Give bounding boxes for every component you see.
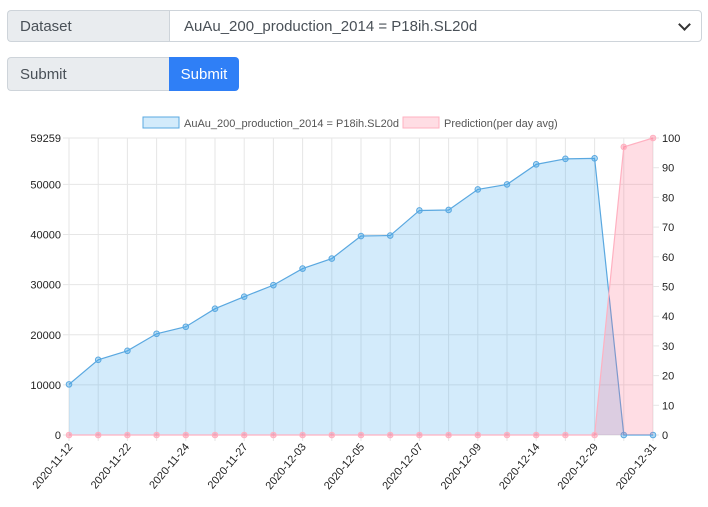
data-point	[649, 134, 657, 142]
y-right-tick-label: 10	[662, 400, 674, 412]
data-point	[94, 356, 102, 364]
data-point	[474, 431, 482, 439]
series-area	[69, 158, 653, 435]
y-left-tick-label: 10000	[30, 380, 61, 392]
x-tick-label: 2020-12-14	[497, 441, 542, 492]
x-tick-label: 2020-11-12	[30, 441, 75, 491]
data-point	[124, 431, 131, 439]
y-left-tick-label: 59259	[30, 133, 61, 145]
x-tick-label: 2020-11-24	[147, 441, 192, 491]
y-right-tick-label: 60	[662, 252, 674, 264]
data-point	[240, 293, 248, 300]
data-point	[416, 431, 423, 439]
data-point	[445, 431, 452, 439]
y-right-tick-label: 0	[662, 430, 668, 442]
data-point	[153, 330, 160, 338]
y-left-tick-label: 30000	[30, 280, 61, 292]
legend-swatch	[402, 116, 440, 129]
data-point	[153, 431, 160, 439]
data-point	[474, 186, 482, 193]
y-right-tick-label: 90	[662, 163, 674, 175]
y-left-tick-label: 0	[55, 430, 61, 442]
data-point	[591, 155, 598, 162]
y-left-tick-label: 40000	[30, 230, 61, 242]
dataset-row: Dataset AuAu_200_production_2014 = P18ih…	[7, 10, 702, 42]
series-line	[68, 157, 653, 436]
data-point	[386, 431, 394, 439]
chevron-down-icon	[678, 17, 691, 31]
data-point	[503, 181, 511, 188]
data-point	[182, 431, 190, 439]
chart: 0 10000 20000 30000 40000 50000 59259 0 10 20 30 40…	[30, 116, 680, 492]
y-left-tick-label: 20000	[30, 330, 61, 342]
data-point	[124, 347, 131, 355]
dataset-select-value: AuAu_200_production_2014 = P18ih.SL20d	[184, 17, 478, 35]
data-point	[357, 431, 365, 439]
data-point	[94, 431, 102, 439]
data-point	[211, 431, 219, 439]
x-tick-label: 2020-12-03	[264, 441, 309, 492]
data-point	[240, 431, 248, 439]
x-tick-label: 2020-12-09	[439, 441, 484, 492]
y-left-tick-label: 50000	[30, 179, 61, 191]
y-right-tick-label: 40	[662, 311, 674, 323]
series-line	[69, 137, 654, 436]
dataset-select[interactable]: AuAu_200_production_2014 = P18ih.SL20d	[169, 10, 702, 42]
data-point	[562, 431, 569, 439]
data-point	[649, 431, 657, 439]
x-tick-label: 2020-12-31	[614, 441, 659, 492]
data-point	[328, 431, 336, 439]
legend-label: AuAu_200_production_2014 = P18ih.SL20d	[184, 118, 399, 130]
data-point	[270, 431, 277, 439]
data-point	[328, 255, 336, 262]
y-right-tick-label: 30	[662, 341, 674, 353]
submit-row: Submit Submit	[7, 57, 239, 91]
y-right-tick-label: 80	[662, 192, 674, 204]
data-point	[65, 381, 73, 388]
data-point	[270, 281, 277, 289]
data-point	[503, 431, 511, 439]
data-point	[620, 431, 628, 439]
data-point	[532, 161, 540, 168]
legend-swatch	[142, 116, 180, 129]
data-point	[445, 206, 452, 214]
data-point	[591, 431, 598, 439]
data-point	[562, 155, 569, 163]
data-point	[182, 323, 190, 331]
x-tick-label: 2020-12-07	[380, 441, 425, 492]
data-point	[211, 305, 219, 313]
submit-button[interactable]: Submit	[169, 57, 239, 91]
legend-label: Prediction(per day avg)	[444, 118, 558, 130]
x-tick-label: 2020-12-29	[556, 441, 601, 492]
data-point	[532, 431, 540, 439]
data-point	[299, 431, 306, 439]
data-point	[357, 232, 365, 240]
data-point	[65, 431, 73, 439]
data-point	[416, 207, 423, 214]
data-point	[620, 143, 628, 151]
x-tick-label: 2020-11-27	[206, 441, 251, 491]
y-right-tick-label: 20	[662, 371, 674, 383]
y-right-tick-label: 50	[662, 282, 674, 294]
dataset-label: Dataset	[7, 10, 169, 42]
data-point	[386, 232, 394, 239]
submit-label: Submit	[7, 57, 169, 91]
x-tick-label: 2020-11-22	[89, 441, 134, 491]
y-right-tick-label: 70	[662, 222, 674, 234]
data-point	[299, 265, 306, 272]
y-right-tick-label: 100	[662, 133, 680, 145]
x-tick-label: 2020-12-05	[322, 441, 367, 492]
